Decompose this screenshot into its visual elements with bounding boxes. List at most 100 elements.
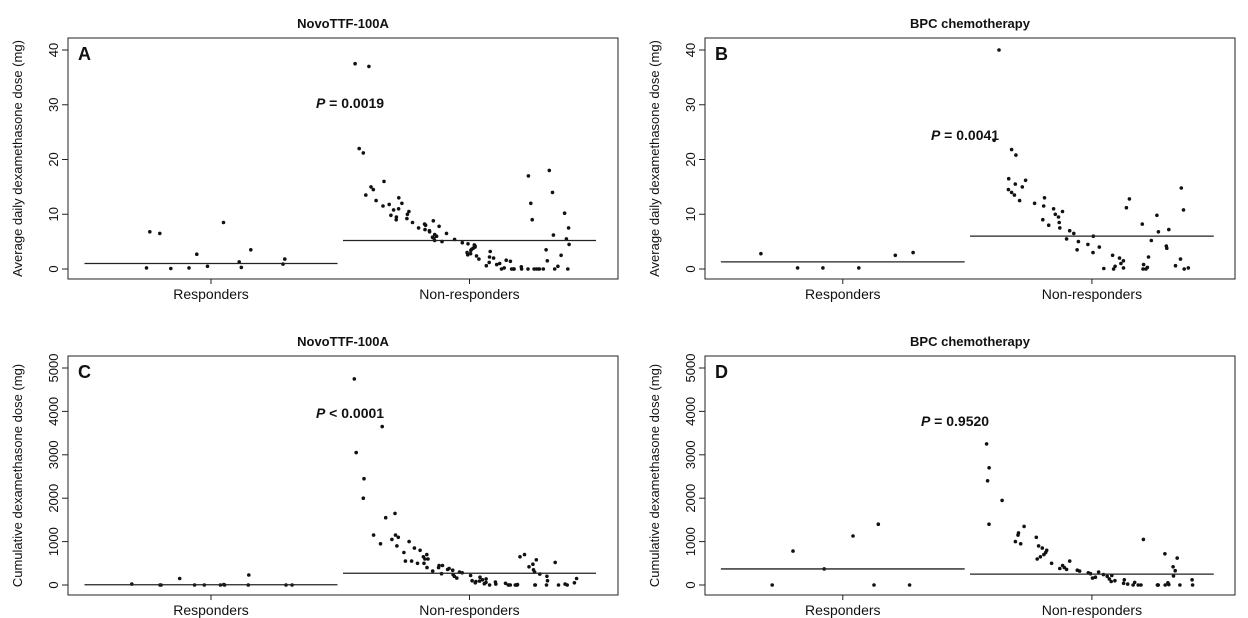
data-point bbox=[1056, 215, 1061, 219]
x-tick-label: Non-responders bbox=[1042, 602, 1142, 618]
panel-c: NovoTTF-100A C 0 1000 2000 3000 4000 5000 Cumula… bbox=[10, 334, 619, 618]
data-point bbox=[474, 254, 479, 258]
data-point bbox=[1041, 204, 1046, 208]
data-point bbox=[565, 583, 569, 587]
panel-a: NovoTTF-100A A 0 10 20 30 40 Average daily dexa… bbox=[10, 16, 619, 302]
data-point bbox=[1041, 217, 1045, 222]
data-point bbox=[544, 583, 549, 587]
data-point bbox=[562, 211, 567, 215]
data-point bbox=[405, 216, 409, 221]
data-point bbox=[469, 248, 473, 253]
x-tick-label: Responders bbox=[805, 286, 881, 302]
data-point bbox=[487, 583, 492, 587]
y-tick-label: 4000 bbox=[46, 397, 61, 426]
y-tick-label: 1000 bbox=[683, 527, 698, 556]
data-point bbox=[1113, 264, 1117, 269]
data-point bbox=[466, 242, 470, 246]
data-point bbox=[1022, 524, 1026, 529]
panel-letter: B bbox=[715, 44, 728, 64]
data-point bbox=[499, 267, 504, 271]
data-point bbox=[907, 583, 912, 587]
data-point bbox=[354, 450, 359, 455]
data-point bbox=[791, 549, 795, 553]
data-point bbox=[1016, 533, 1020, 537]
data-point bbox=[484, 263, 489, 268]
data-point bbox=[1067, 228, 1072, 233]
x-tick-label: Non-responders bbox=[419, 602, 519, 618]
data-point bbox=[1131, 583, 1135, 587]
data-point bbox=[1072, 231, 1076, 236]
data-point bbox=[405, 212, 410, 217]
data-point bbox=[468, 251, 473, 256]
data-point bbox=[1113, 578, 1117, 583]
data-point bbox=[1034, 535, 1039, 540]
data-point bbox=[1058, 226, 1062, 230]
panel-title: BPC chemotherapy bbox=[910, 334, 1031, 349]
data-point bbox=[1171, 565, 1175, 569]
data-point bbox=[169, 266, 173, 271]
data-point bbox=[531, 562, 535, 566]
y-tick-label: 0 bbox=[683, 581, 698, 588]
data-point bbox=[1017, 198, 1022, 203]
data-point bbox=[1018, 542, 1023, 546]
x-tick-label: Non-responders bbox=[419, 286, 519, 302]
data-point bbox=[374, 198, 378, 203]
data-point bbox=[436, 565, 441, 570]
data-point bbox=[872, 583, 876, 587]
data-point bbox=[361, 496, 366, 501]
data-point bbox=[1121, 266, 1126, 270]
data-point bbox=[759, 251, 763, 256]
data-point bbox=[545, 259, 550, 263]
data-point bbox=[364, 193, 368, 197]
data-point bbox=[468, 573, 473, 578]
data-point bbox=[148, 230, 152, 234]
data-point bbox=[425, 552, 429, 557]
data-point bbox=[893, 253, 898, 258]
data-point bbox=[1097, 245, 1102, 249]
data-point bbox=[470, 578, 474, 583]
y-tick-label: 3000 bbox=[683, 440, 698, 469]
y-tick-label: 10 bbox=[683, 207, 698, 221]
data-point bbox=[1051, 207, 1056, 211]
data-point bbox=[1190, 583, 1195, 587]
y-tick-label: 4000 bbox=[683, 397, 698, 426]
data-point bbox=[552, 267, 557, 271]
data-point bbox=[564, 237, 569, 241]
data-point bbox=[1132, 580, 1137, 585]
data-point bbox=[547, 168, 552, 173]
y-tick-label: 30 bbox=[683, 98, 698, 112]
data-point bbox=[423, 223, 428, 227]
data-point bbox=[400, 201, 404, 206]
y-axis-label: Cumulative dexamethasone dose (mg) bbox=[10, 364, 25, 587]
y-tick-label: 20 bbox=[683, 152, 698, 166]
data-point bbox=[550, 190, 555, 195]
panel-title: NovoTTF-100A bbox=[297, 334, 389, 349]
data-point bbox=[425, 565, 429, 570]
data-point bbox=[362, 476, 366, 481]
data-point bbox=[247, 573, 251, 577]
p-symbol: P bbox=[921, 413, 931, 429]
data-point bbox=[1076, 239, 1081, 244]
data-point bbox=[1117, 256, 1122, 260]
data-point bbox=[1036, 544, 1041, 548]
data-point bbox=[1009, 190, 1014, 195]
data-point bbox=[369, 185, 373, 189]
y-axis-label: Cumulative dexamethasone dose (mg) bbox=[647, 364, 662, 587]
data-point bbox=[1173, 263, 1178, 268]
data-point bbox=[1064, 567, 1069, 572]
data-point bbox=[1032, 201, 1037, 206]
data-point bbox=[391, 208, 396, 212]
data-point bbox=[477, 579, 482, 583]
data-point bbox=[574, 576, 579, 581]
data-point bbox=[518, 555, 522, 559]
data-point bbox=[1125, 582, 1130, 586]
data-point bbox=[1178, 257, 1183, 261]
y-tick-label: 20 bbox=[46, 152, 61, 166]
data-point bbox=[857, 266, 861, 270]
plot-frame bbox=[67, 37, 619, 280]
data-point bbox=[1077, 569, 1082, 573]
data-point bbox=[1075, 248, 1079, 252]
data-point bbox=[1096, 570, 1101, 574]
data-point bbox=[1155, 583, 1160, 587]
p-value-annotation: P = 0.9520 bbox=[921, 413, 989, 429]
